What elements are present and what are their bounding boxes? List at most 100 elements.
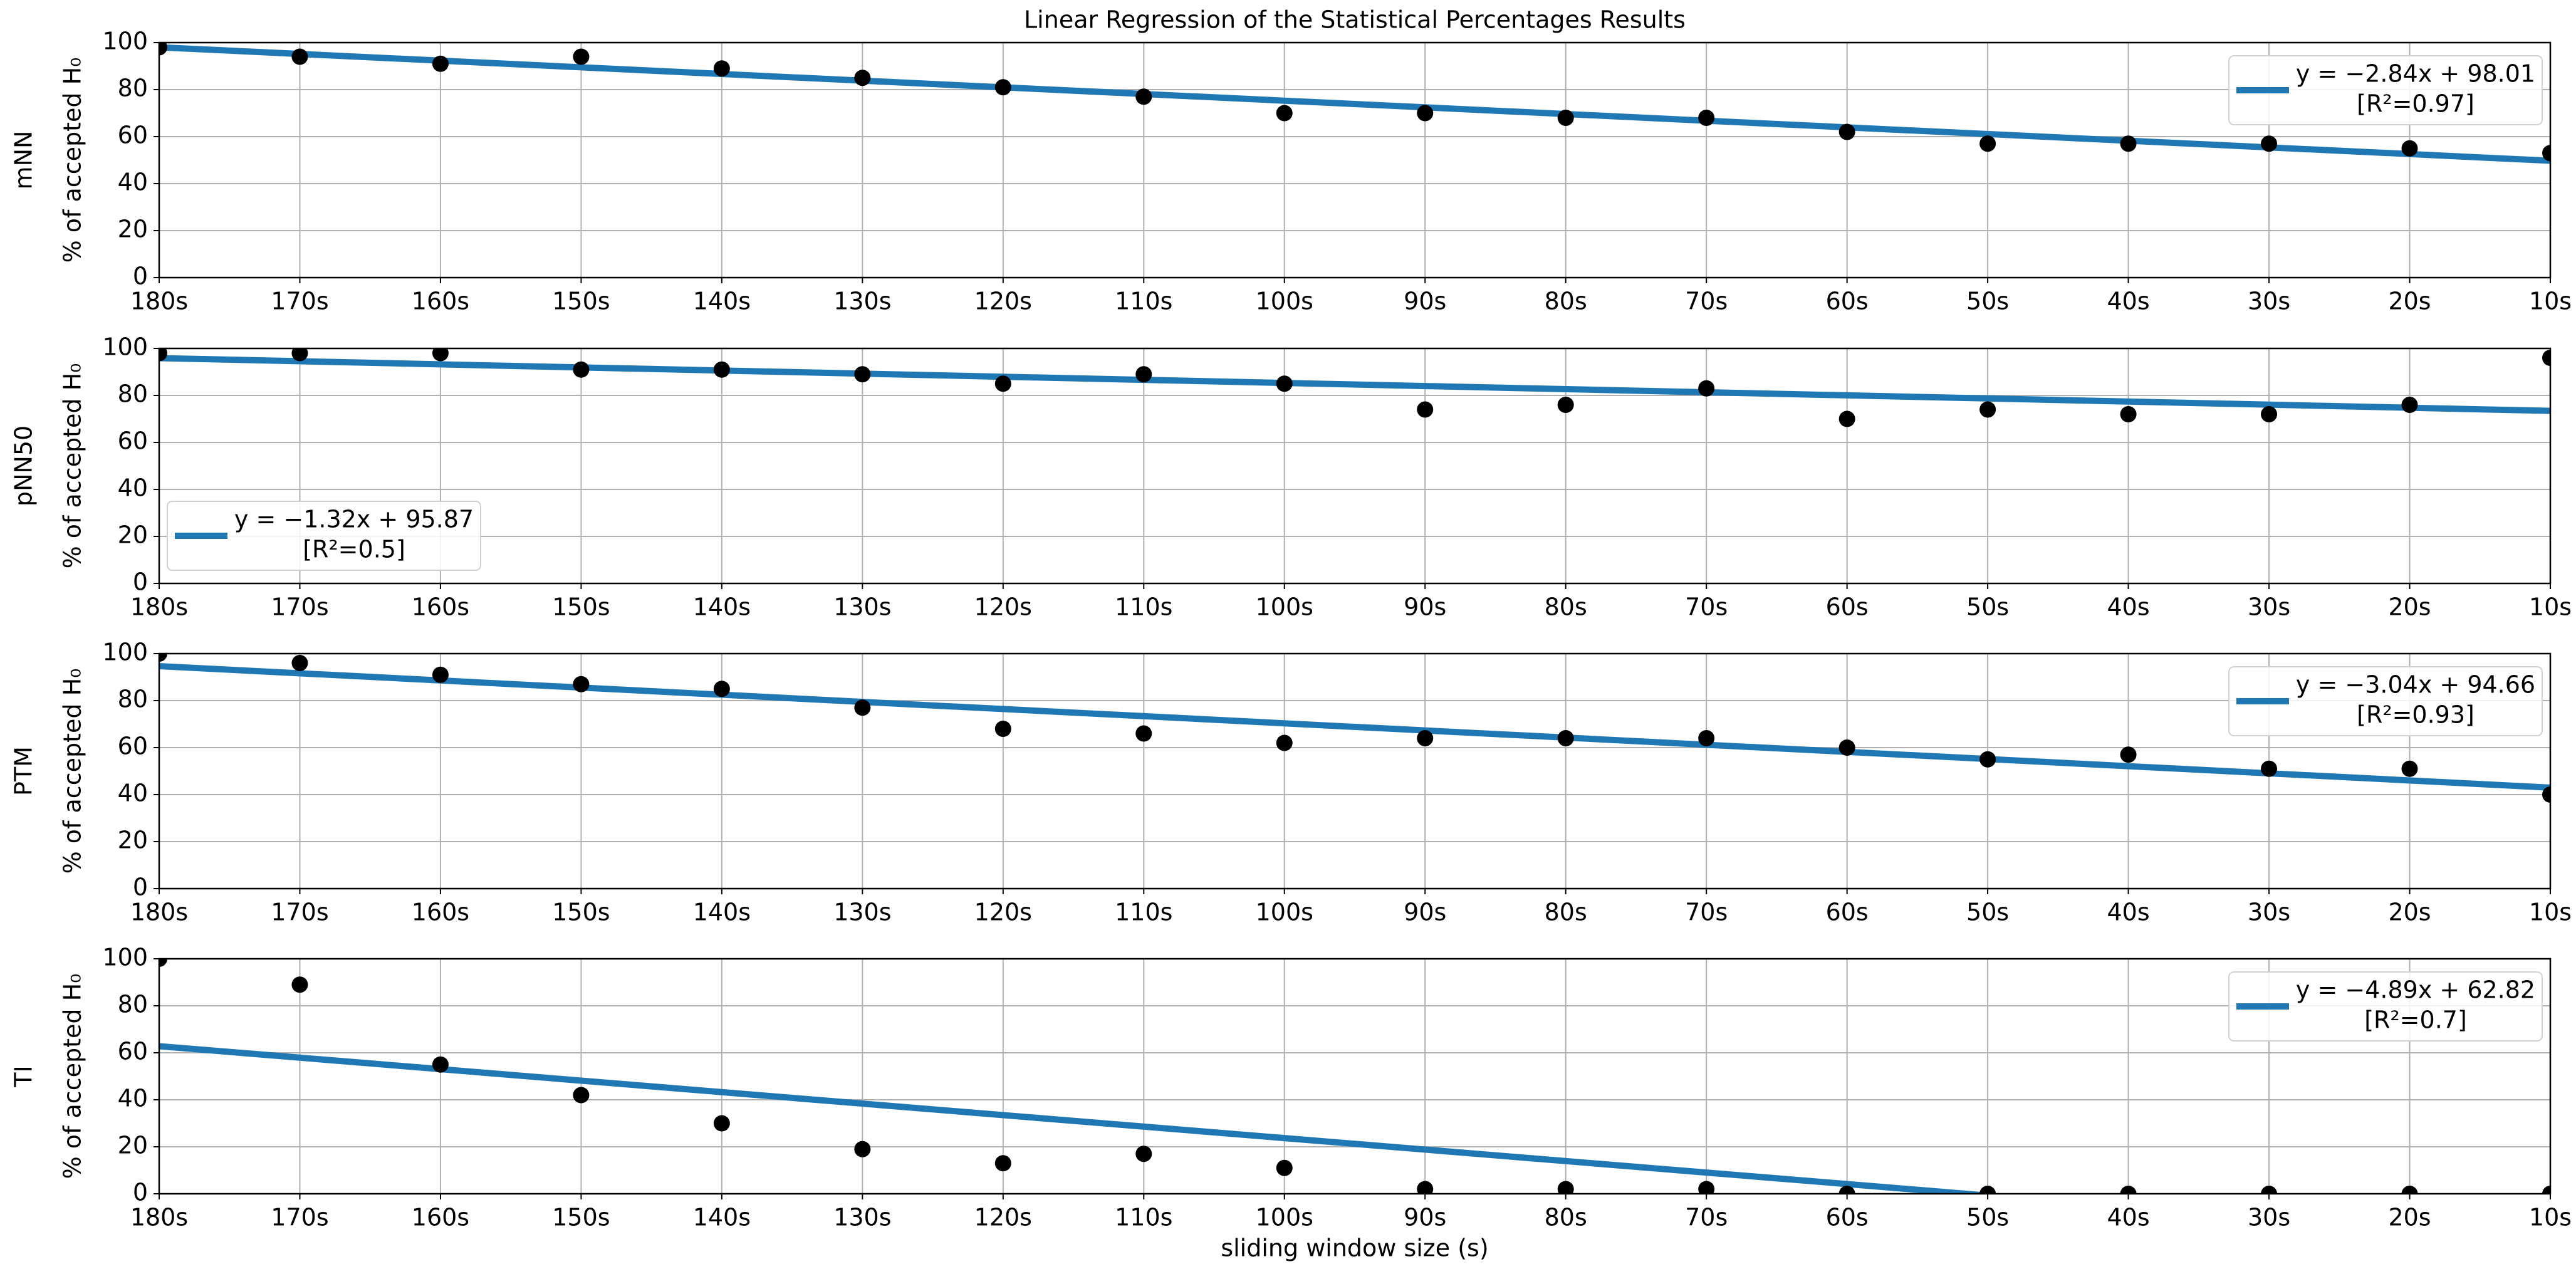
- x-tick-label: 50s: [1966, 288, 2009, 315]
- data-point: [1417, 105, 1434, 122]
- y-tick-label: 100: [102, 944, 148, 971]
- legend-box: [167, 501, 481, 571]
- x-tick-label: 130s: [833, 1204, 891, 1231]
- data-point: [713, 60, 730, 77]
- data-point: [2401, 1186, 2418, 1194]
- data-point: [854, 1141, 871, 1157]
- x-tick-label: 60s: [1826, 288, 1869, 315]
- data-point: [1135, 366, 1152, 383]
- data-point: [713, 361, 730, 378]
- x-tick-label: 180s: [130, 288, 188, 315]
- x-tick-label: 60s: [1826, 1204, 1869, 1231]
- x-tick-label: 140s: [693, 288, 751, 315]
- x-tick-label: 70s: [1685, 1204, 1728, 1231]
- y-tick-label: 0: [133, 1179, 148, 1206]
- axes-frame: [158, 958, 2552, 1195]
- legend-label: y = −2.84x + 98.01: [2296, 60, 2535, 88]
- x-tick-label: 160s: [412, 593, 469, 621]
- data-point: [432, 55, 449, 72]
- data-point: [2261, 1186, 2278, 1194]
- data-point: [854, 699, 871, 716]
- data-point: [432, 666, 449, 683]
- x-tick-label: 70s: [1685, 288, 1728, 315]
- legend-label: y = −3.04x + 94.66: [2296, 671, 2535, 699]
- data-point: [2401, 397, 2418, 413]
- data-point: [1557, 397, 1574, 413]
- x-tick-label: 120s: [974, 899, 1032, 926]
- data-point: [1417, 1181, 1434, 1194]
- data-point: [432, 1056, 449, 1073]
- y-tick-label: 60: [118, 733, 148, 760]
- x-tick-label: 10s: [2529, 288, 2572, 315]
- x-tick-label: 40s: [2107, 899, 2150, 926]
- data-point: [2261, 135, 2278, 152]
- data-point: [2261, 760, 2278, 777]
- axes-frame: [158, 347, 2552, 585]
- x-tick-label: 180s: [130, 899, 188, 926]
- x-tick-label: 90s: [1404, 1204, 1446, 1231]
- data-point: [1417, 730, 1434, 746]
- legend-label: y = −1.32x + 95.87: [234, 506, 474, 533]
- x-tick-label: 20s: [2388, 288, 2431, 315]
- x-tick-label: 30s: [2248, 1204, 2290, 1231]
- x-tick-label: 100s: [1256, 288, 1313, 315]
- y-tick-label: 60: [118, 1038, 148, 1065]
- y-tick-label: 40: [118, 474, 148, 502]
- x-tick-label: 100s: [1256, 1204, 1313, 1231]
- data-point: [432, 348, 449, 362]
- x-tick-label: 30s: [2248, 593, 2290, 621]
- x-tick-label: 30s: [2248, 288, 2290, 315]
- data-point: [1838, 1186, 1855, 1194]
- legend-box: [2228, 666, 2543, 736]
- y-tick-label: 20: [118, 827, 148, 854]
- x-tick-label: 60s: [1826, 593, 1869, 621]
- data-point: [159, 654, 167, 662]
- x-tick-label: 100s: [1256, 899, 1313, 926]
- y-tick-label: 60: [118, 122, 148, 149]
- data-point: [713, 681, 730, 697]
- y-tick-label: 100: [102, 639, 148, 666]
- x-tick-label: 120s: [974, 288, 1032, 315]
- x-tick-label: 160s: [412, 288, 469, 315]
- data-point: [1698, 1181, 1715, 1194]
- y-tick-label: 100: [102, 28, 148, 55]
- data-point: [1979, 751, 1996, 768]
- data-point: [291, 48, 308, 65]
- y-tick-label: 0: [133, 263, 148, 290]
- axes-frame: [158, 41, 2552, 279]
- data-point: [2120, 746, 2137, 763]
- x-axis-label: sliding window size (s): [1221, 1235, 1488, 1262]
- legend-label: [R²=0.93]: [2357, 701, 2474, 729]
- data-point: [159, 959, 167, 967]
- y-axis-label: % of accepted H₀: [59, 669, 86, 874]
- y-tick-label: 20: [118, 521, 148, 549]
- x-tick-label: 20s: [2388, 1204, 2431, 1231]
- x-tick-label: 170s: [271, 593, 328, 621]
- data-point: [573, 48, 590, 65]
- data-point: [1135, 1146, 1152, 1162]
- y-tick-label: 80: [118, 75, 148, 102]
- data-point: [994, 721, 1011, 737]
- data-point: [1698, 730, 1715, 746]
- data-point: [1838, 410, 1855, 427]
- y-tick-label: 80: [118, 991, 148, 1018]
- x-tick-label: 50s: [1966, 899, 2009, 926]
- data-point: [159, 348, 167, 362]
- legend-label: [R²=0.97]: [2357, 90, 2474, 118]
- data-point: [1698, 380, 1715, 397]
- panel-label: PTM: [10, 746, 38, 796]
- x-tick-label: 160s: [412, 899, 469, 926]
- data-point: [994, 1155, 1011, 1172]
- x-tick-label: 140s: [693, 1204, 751, 1231]
- data-point: [2120, 1186, 2137, 1194]
- legend-box: [2228, 55, 2543, 125]
- x-tick-label: 150s: [552, 1204, 610, 1231]
- x-tick-label: 80s: [1545, 1204, 1587, 1231]
- data-point: [2401, 140, 2418, 157]
- x-tick-label: 110s: [1115, 593, 1172, 621]
- data-point: [291, 976, 308, 993]
- axes-frame: [158, 652, 2552, 890]
- data-point: [854, 366, 871, 383]
- legend-label: [R²=0.5]: [303, 536, 405, 563]
